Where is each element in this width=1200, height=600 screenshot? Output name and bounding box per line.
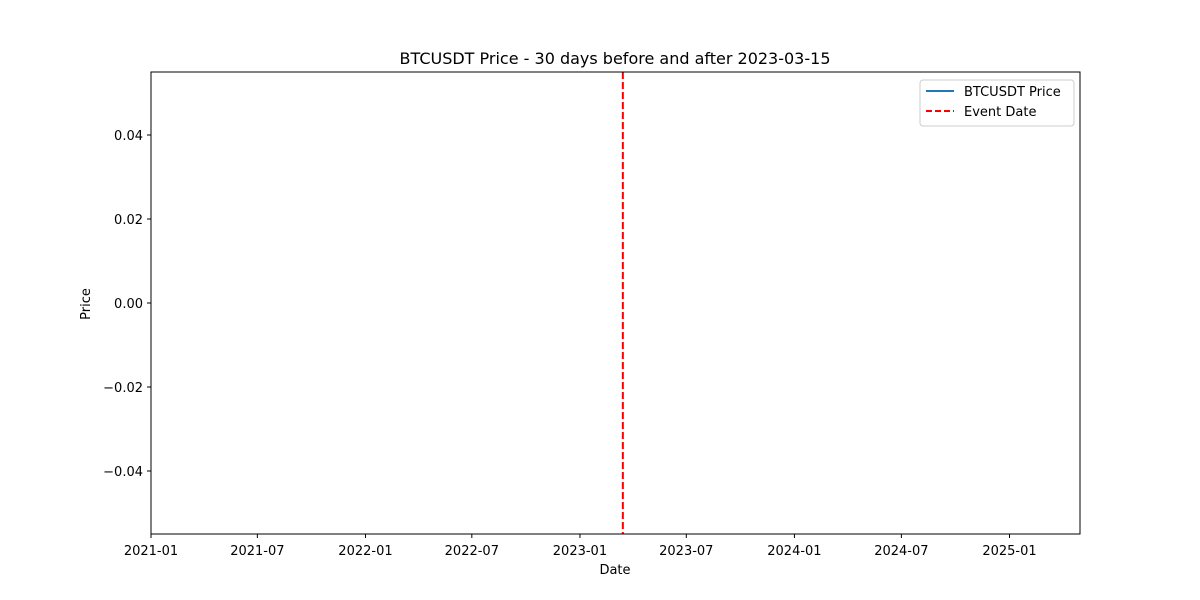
x-tick-label: 2021-01 (124, 544, 178, 559)
x-axis-title: Date (599, 563, 630, 578)
legend: BTCUSDT Price Event Date (919, 79, 1075, 127)
x-tick-label: 2022-07 (445, 544, 499, 559)
x-tick-label: 2024-07 (874, 544, 928, 559)
x-tick-label: 2025-01 (982, 544, 1036, 559)
y-tick-label: −0.04 (103, 465, 143, 480)
x-tick-label: 2023-01 (553, 544, 607, 559)
x-tick-label: 2021-07 (230, 544, 284, 559)
y-tick-label: 0.02 (114, 213, 143, 228)
legend-box (919, 79, 1075, 127)
plot-frame (150, 71, 1081, 535)
plot-area: 2021-01 2021-07 2022-01 2022-07 2023-01 2023-… (103, 71, 1081, 559)
chart-title: BTCUSDT Price - 30 days before and after… (400, 49, 831, 68)
y-tick-label: −0.02 (103, 381, 143, 396)
x-tick-label: 2023-07 (659, 544, 713, 559)
y-axis-title: Price (79, 288, 94, 320)
legend-label: Event Date (964, 105, 1036, 120)
legend-label: BTCUSDT Price (964, 85, 1061, 100)
y-tick-label: 0.00 (114, 297, 143, 312)
x-tick-label: 2022-01 (338, 544, 392, 559)
x-tick-label: 2024-01 (767, 544, 821, 559)
y-tick-label: 0.04 (114, 129, 143, 144)
